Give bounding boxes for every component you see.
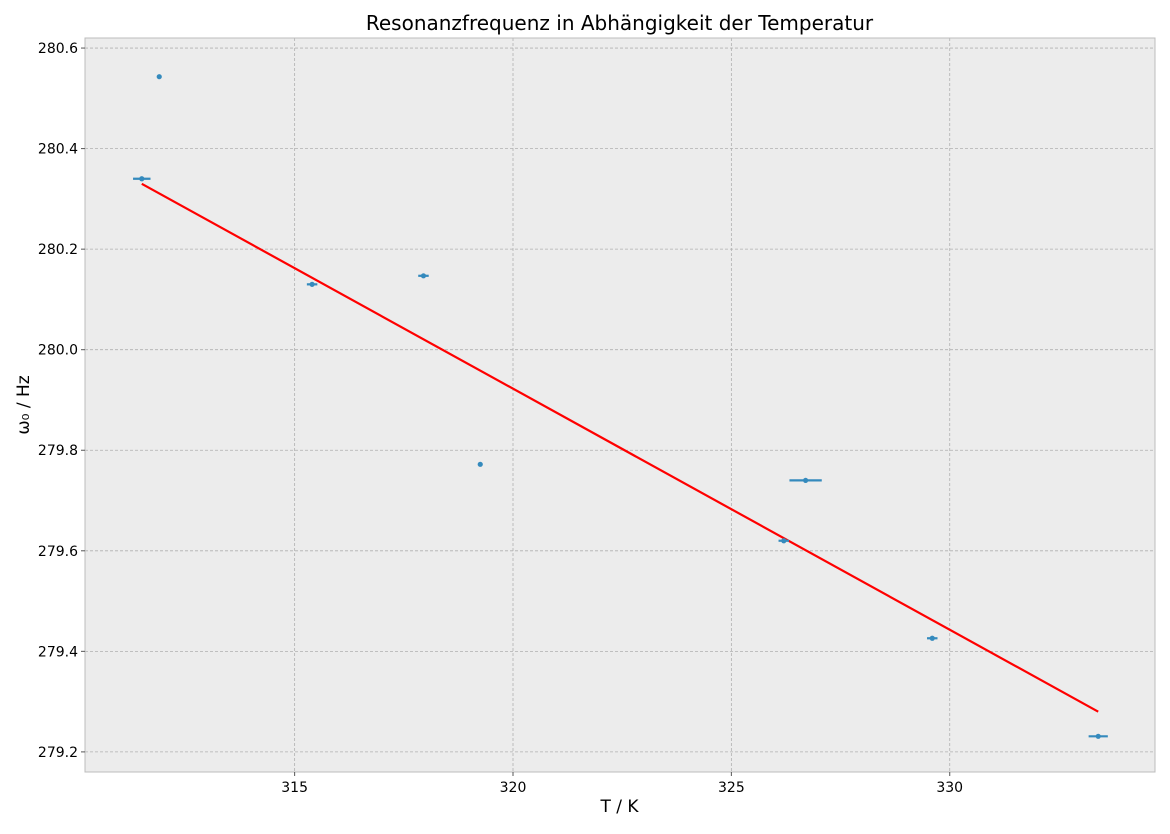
y-tick-label: 280.2 [38, 242, 78, 258]
y-tick-label: 280.6 [38, 41, 78, 57]
data-point [306, 281, 318, 287]
y-tick-label: 280.4 [38, 142, 78, 158]
x-tick-label: 325 [718, 780, 745, 796]
fit-line [141, 182, 1099, 713]
x-tick-label: 330 [936, 780, 963, 796]
data-marker [156, 74, 162, 80]
data-point [1088, 733, 1108, 739]
y-tick-label: 279.2 [38, 745, 78, 761]
y-tick-label: 280.0 [38, 343, 78, 359]
data-point [418, 273, 429, 279]
data-marker [1095, 733, 1101, 739]
data-point [477, 461, 483, 467]
plot-frame [84, 37, 1156, 773]
plot-background [85, 38, 1155, 772]
data-point [778, 538, 790, 544]
x-tick-label: 320 [500, 780, 527, 796]
y-axis-title: ω₀ / Hz [14, 375, 34, 434]
data-marker [420, 273, 427, 279]
y-tick-label: 279.4 [38, 644, 78, 660]
data-marker [477, 461, 483, 467]
y-ticks: 279.2 279.4 279.6 279.8 280.0 280.2 280.4 280.6 [38, 41, 85, 761]
y-tick-label: 279.6 [38, 544, 78, 560]
fit-line-layer [141, 182, 1099, 713]
x-tick-label: 315 [281, 780, 308, 796]
data-marker [929, 635, 935, 641]
x-axis-title: T / K [599, 797, 639, 817]
data-marker [803, 477, 809, 484]
grid [85, 38, 1155, 772]
data-point [133, 176, 151, 182]
data-marker [309, 281, 315, 287]
data-point [927, 635, 938, 641]
data-point [156, 74, 162, 80]
data-point [789, 477, 822, 484]
y-tick-label: 279.8 [38, 443, 78, 459]
data-marker [781, 538, 787, 544]
data-points-layer [133, 74, 1108, 739]
chart-title: Resonanzfrequenz in Abhängigkeit der Tem… [366, 11, 874, 35]
x-ticks: 315 320 325 330 [281, 772, 963, 796]
data-marker [139, 176, 145, 182]
